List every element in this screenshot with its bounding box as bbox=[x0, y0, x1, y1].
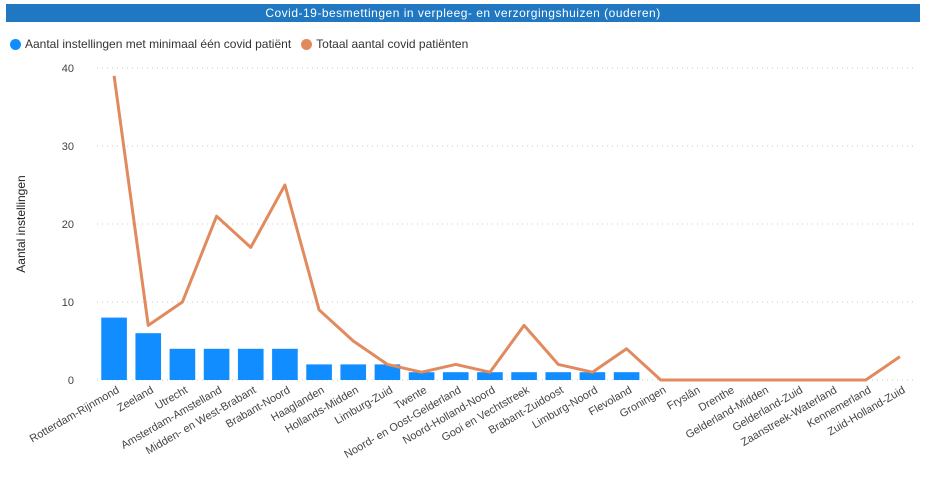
bar[interactable] bbox=[545, 372, 572, 380]
bar[interactable] bbox=[374, 364, 401, 380]
y-axis-label: Aantal instellingen bbox=[14, 175, 28, 272]
bar[interactable] bbox=[169, 348, 196, 380]
bar[interactable] bbox=[237, 348, 264, 380]
legend-item-instellingen[interactable]: Aantal instellingen met minimaal één cov… bbox=[10, 37, 291, 51]
y-tick-label: 0 bbox=[68, 375, 74, 387]
legend-marker-line bbox=[301, 38, 313, 50]
bar[interactable] bbox=[579, 372, 606, 380]
bar[interactable] bbox=[613, 372, 640, 380]
bar[interactable] bbox=[511, 372, 537, 380]
legend-marker-bar bbox=[10, 38, 21, 50]
bar[interactable] bbox=[306, 364, 332, 380]
x-tick-label: Fryslân bbox=[665, 384, 702, 412]
bar[interactable] bbox=[272, 348, 298, 380]
y-tick-label: 20 bbox=[62, 219, 74, 231]
chart-title: Covid-19-besmettingen in verpleeg- en ve… bbox=[6, 4, 920, 22]
line-series-patienten bbox=[112, 75, 901, 382]
legend-label-patienten: Totaal aantal covid patiënten bbox=[316, 37, 469, 51]
bar[interactable] bbox=[408, 372, 435, 380]
y-tick-label: 10 bbox=[62, 297, 74, 309]
bar[interactable] bbox=[442, 372, 469, 380]
chart-legend: Aantal instellingen met minimaal één cov… bbox=[10, 36, 478, 52]
bar[interactable] bbox=[101, 317, 127, 380]
x-tick-label: Zeeland bbox=[115, 384, 155, 414]
bar[interactable] bbox=[340, 364, 367, 380]
bar[interactable] bbox=[135, 333, 162, 380]
bar[interactable] bbox=[477, 372, 503, 380]
y-tick-label: 40 bbox=[62, 63, 74, 75]
x-tick-label: Rotterdam-Rijnmond bbox=[28, 384, 122, 445]
legend-label-instellingen: Aantal instellingen met minimaal één cov… bbox=[25, 37, 292, 51]
bar[interactable] bbox=[203, 348, 230, 380]
legend-item-patienten[interactable]: Totaal aantal covid patiënten bbox=[301, 37, 468, 51]
y-tick-label: 30 bbox=[62, 141, 74, 153]
